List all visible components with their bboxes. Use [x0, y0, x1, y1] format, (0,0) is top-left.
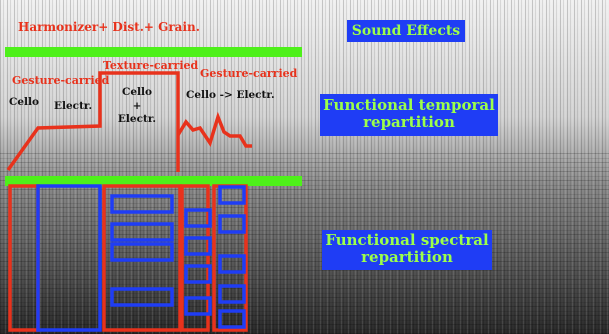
separator-bar-middle	[5, 176, 302, 186]
harmonizer-title: Harmonizer+ Dist.+ Grain.	[18, 20, 200, 34]
spectral-outline-blue-2	[110, 194, 174, 214]
functional-spectral-box: Functional spectral repartition	[322, 230, 492, 270]
spectral-outline-blue-13	[218, 284, 246, 304]
gesture-carried-label-left: Gesture-carried	[12, 74, 110, 87]
spectral-outline-red-3	[180, 184, 210, 332]
functional-temporal-line1: Functional temporal	[323, 96, 495, 114]
cello-to-electr-label: Cello -> Electr.	[186, 89, 275, 101]
cello-plus-electr-line3: Electr.	[117, 113, 157, 126]
sound-effects-box: Sound Effects	[347, 20, 465, 42]
gesture-outline-right	[176, 111, 252, 148]
texture-carried-label: Texture-carried	[103, 59, 199, 72]
cello-plus-electr-label: Cello + Electr.	[112, 86, 162, 127]
functional-temporal-box: Functional temporal repartition	[320, 94, 498, 136]
spectral-outline-blue-1	[36, 184, 102, 332]
spectral-outline-blue-11	[218, 214, 246, 234]
spectral-outline-blue-8	[184, 264, 212, 284]
gesture-carried-label-right: Gesture-carried	[200, 67, 298, 80]
cello-label: Cello	[9, 96, 40, 108]
separator-bar-top	[5, 47, 302, 57]
cello-plus-electr-line1: Cello	[121, 86, 153, 98]
spectral-outline-blue-4	[110, 242, 174, 262]
functional-spectral-line1: Functional spectral	[325, 231, 489, 249]
spectral-outline-blue-6	[184, 208, 212, 228]
functional-spectral-line2: repartition	[361, 248, 453, 267]
functional-temporal-line2: repartition	[363, 113, 455, 132]
spectral-outline-blue-7	[184, 236, 212, 256]
spectral-outline-blue-3	[110, 222, 174, 242]
spectral-outline-blue-12	[218, 254, 246, 274]
spectral-outline-blue-9	[184, 296, 212, 316]
spectral-outline-blue-14	[218, 309, 246, 329]
spectral-outline-blue-10	[218, 185, 246, 205]
electr-label: Electr.	[54, 100, 93, 112]
cello-plus-electr-line2: +	[132, 99, 142, 112]
spectral-outline-blue-5	[110, 287, 174, 307]
spectral-outline-red-2	[102, 184, 182, 332]
gesture-outline-left	[6, 71, 180, 172]
